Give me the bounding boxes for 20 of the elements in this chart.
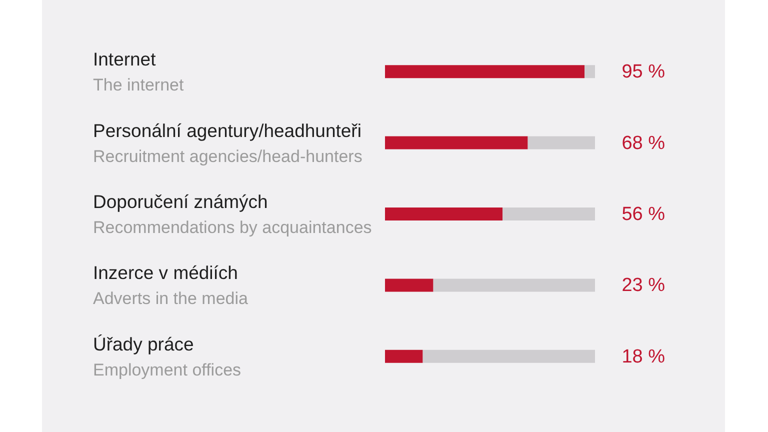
bar: [528, 136, 595, 150]
bar: [422, 350, 595, 363]
bar: [433, 278, 595, 292]
bar: [502, 208, 595, 220]
category-label: Úřady práce Employment offices: [93, 333, 242, 380]
data-label: 68 %: [622, 132, 666, 154]
bar: [385, 278, 434, 292]
bar: [385, 350, 423, 363]
category-label: Internet The internet: [93, 48, 184, 95]
data-label: 18 %: [622, 346, 666, 368]
bar: [584, 65, 595, 78]
bar: [385, 136, 528, 150]
category-label: Personální agentury/headhunteři Recruitment agencies/head-hunters: [93, 120, 362, 166]
data-label: 56 %: [622, 204, 666, 225]
data-label: 95 %: [622, 62, 666, 83]
bar: [385, 65, 584, 78]
bar: [385, 208, 503, 220]
category-label: Doporučení známých Recommendations by acquaintances: [93, 191, 372, 237]
data-label: 23 %: [622, 275, 666, 296]
category-label: Inzerce v médiích Adverts in the media: [93, 262, 248, 308]
